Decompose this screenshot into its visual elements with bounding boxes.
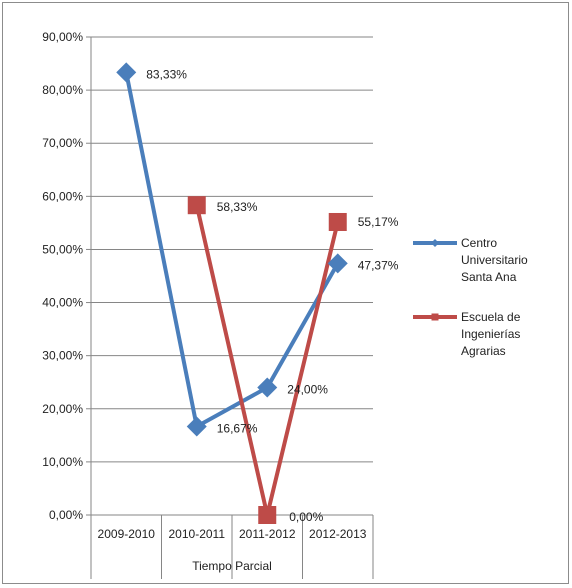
data-point-square [187, 196, 206, 215]
data-label: 16,67% [217, 421, 258, 435]
axes [90, 37, 374, 579]
y-tick-label: 10,00% [42, 455, 83, 469]
legend-marker-diamond [431, 239, 439, 247]
legend-label: Universitario [461, 253, 528, 267]
y-tick-label: 70,00% [42, 136, 83, 150]
x-tick-label: 2009-2010 [98, 527, 156, 541]
data-point-square [258, 506, 277, 524]
data-label: 0,00% [289, 510, 323, 524]
legend-label: Escuela de [461, 310, 521, 324]
series-line [194, 204, 340, 517]
series-line [124, 72, 340, 429]
y-tick-labels: 0,00% 10,00% 20,00% 30,00% 40,00% 50,00% 60,00… [42, 30, 83, 522]
legend-label: Centro [461, 236, 497, 250]
line-chart: 0,00% 10,00% 20,00% 30,00% 40,00% 50,00% 60,00… [42, 30, 528, 579]
y-tick-label: 80,00% [42, 83, 83, 97]
data-label: 47,37% [358, 258, 399, 272]
data-label: 24,00% [287, 383, 328, 397]
data-point-diamond [116, 62, 137, 83]
y-tick-label: 50,00% [42, 242, 83, 256]
y-tick-label: 20,00% [42, 402, 83, 416]
y-tick-label: 40,00% [42, 296, 83, 310]
legend-label: Agrarias [461, 344, 506, 358]
y-tick-label: 90,00% [42, 30, 83, 44]
x-tick-labels: 2009-2010 2010-2011 2011-2012 2012-2013 [98, 527, 367, 541]
data-point-diamond [186, 416, 207, 437]
x-tick-label: 2012-2013 [309, 527, 367, 541]
data-label: 58,33% [217, 200, 258, 214]
legend-label: Santa Ana [461, 270, 517, 284]
data-point-diamond [257, 377, 278, 398]
y-tick-label: 30,00% [42, 349, 83, 363]
y-tick-label: 0,00% [49, 508, 83, 522]
data-point-square [328, 212, 347, 231]
data-labels: 83,33% 16,67% 24,00% 47,37% 58,33% 0,00% 55,17… [146, 67, 399, 524]
data-label: 55,17% [358, 215, 399, 229]
y-tick-label: 60,00% [42, 189, 83, 203]
x-axis-title: Tiempo Parcial [192, 559, 272, 573]
legend-marker-square [431, 313, 439, 321]
x-tick-label: 2010-2011 [169, 527, 226, 541]
legend: Centro Universitario Santa Ana Escuela de In… [413, 236, 528, 358]
legend-label: Ingenierías [461, 327, 520, 341]
x-tick-label: 2011-2012 [239, 527, 296, 541]
data-label: 83,33% [146, 67, 187, 81]
series-markers [116, 62, 348, 524]
series-lines [124, 72, 340, 517]
